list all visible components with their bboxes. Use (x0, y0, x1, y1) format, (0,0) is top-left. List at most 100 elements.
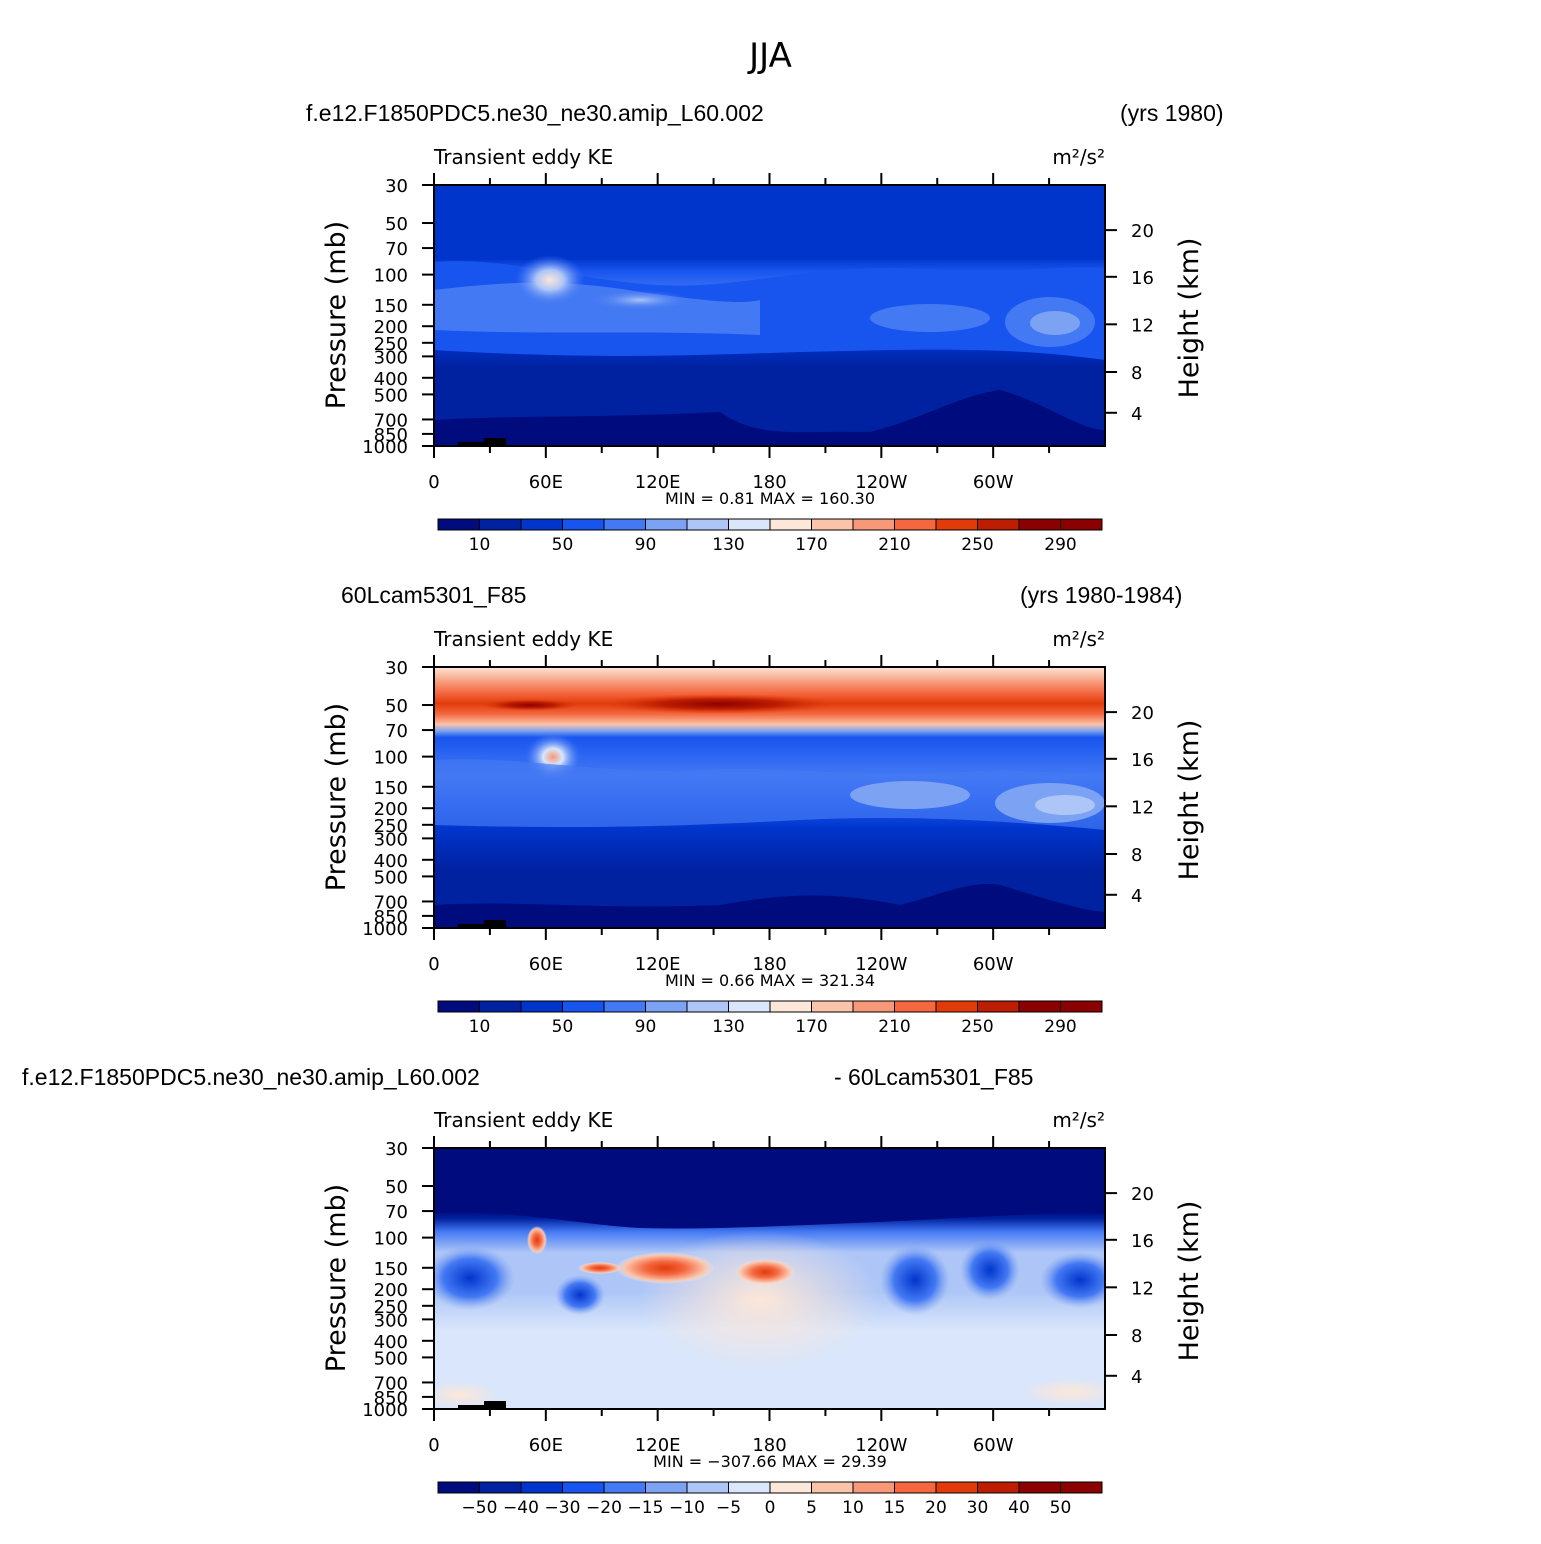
panel3-colorbar-box (852, 1481, 895, 1494)
panel3-colorbar-label: −20 (586, 1498, 622, 1518)
panel3-case-right: - 60Lcam5301_F85 (834, 1064, 1034, 1090)
panel1-ptick-label: 400 (374, 369, 408, 390)
panel3-colorbar-box (562, 1481, 605, 1494)
panel1-hot-60E (515, 255, 585, 305)
panel3-ptick-label: 150 (374, 1259, 408, 1280)
panel2-colorbar-box (437, 1000, 480, 1013)
panel3-colorbar-box (603, 1481, 646, 1494)
panel1-htick-label: 4 (1131, 404, 1142, 425)
panel2-xtick-label: 120E (635, 954, 681, 975)
panel3-htick-label: 12 (1131, 1278, 1154, 1299)
panel1-ptick-label: 500 (374, 385, 408, 406)
panel3-peach-low-b (1020, 1378, 1105, 1406)
panel3-red-60E (527, 1226, 547, 1254)
panel2-colorbar-box (1018, 1000, 1061, 1013)
panel1-colorbar-box (1060, 518, 1103, 531)
panel2-colorbar-box (603, 1000, 646, 1013)
panel1-colorbar-label: 250 (961, 535, 993, 555)
panel2-topography (458, 924, 506, 928)
panel1-ptick-label: 300 (374, 347, 408, 368)
panel3-upper-blue (434, 1148, 1105, 1229)
panel2-ptick-label: 100 (374, 748, 408, 769)
panel1-ylabel-left: Pressure (mb) (321, 221, 352, 409)
panel2-xtick-label: 0 (428, 954, 439, 975)
panel2-colorbar-box (479, 1000, 522, 1013)
panel3-peach-center (640, 1230, 880, 1370)
panel2-ylabel-left: Pressure (mb) (321, 703, 352, 891)
panel1-colorbar-label: 210 (878, 535, 910, 555)
panel2-colorbar-box (686, 1000, 729, 1013)
panel3-blue-90W (960, 1240, 1020, 1300)
panel1-ptick-label: 850 (374, 425, 408, 446)
panel3-variable-label: Transient eddy KE (433, 1108, 613, 1132)
panel1-jet-band (434, 282, 760, 335)
panel3-ylabel-left: Pressure (mb) (321, 1184, 352, 1372)
panel2-colorbar-label: 10 (469, 1017, 491, 1037)
panel3-htick-label: 16 (1131, 1231, 1154, 1252)
panel3-plot (434, 1148, 1105, 1409)
panel2-jet-band (434, 759, 1105, 830)
panel1-colorbar-box (437, 518, 480, 531)
panel1-ptick-label: 700 (374, 410, 408, 431)
panel1-ylabel-right: Height (km) (1174, 238, 1205, 399)
panel3-ylabel-right: Height (km) (1174, 1201, 1205, 1362)
panel2-ptick-label: 500 (374, 867, 408, 888)
panel3-colorbar-box (686, 1481, 729, 1494)
panel1-minmax: MIN = 0.81 MAX = 160.30 (665, 489, 875, 508)
panel2-blob-60W-core (1035, 795, 1095, 815)
panel1-colorbar-box (935, 518, 978, 531)
panel3-blue-120W (880, 1245, 950, 1315)
panel3-colorbar-label: −30 (545, 1498, 581, 1518)
panel1-colorbar-box (686, 518, 729, 531)
panel3-xtick-label: 0 (428, 1435, 439, 1456)
panel2-htick-label: 4 (1131, 886, 1142, 907)
panel3-case-left: f.e12.F1850PDC5.ne30_ne30.amip_L60.002 (22, 1064, 480, 1090)
panel2-colorbar-box (562, 1000, 605, 1013)
panel3-colorbar-box (977, 1481, 1020, 1494)
panel1-htick-label: 20 (1131, 221, 1154, 242)
panel3-minmax: MIN = −307.66 MAX = 29.39 (653, 1452, 887, 1471)
panel3-htick-label: 8 (1131, 1326, 1142, 1347)
panel3-colorbar-label: 15 (884, 1498, 906, 1518)
panel1-colorbar-box (977, 518, 1020, 531)
panel3-colorbar-box (728, 1481, 771, 1494)
panel1-ptick-label: 150 (374, 296, 408, 317)
panel2-xtick-label: 180 (752, 954, 786, 975)
panel1-colorbar-label: 10 (469, 535, 491, 555)
panel1-colorbar-box (728, 518, 771, 531)
panel1-ptick-label: 250 (374, 334, 408, 355)
panel2-htick-label: 20 (1131, 703, 1154, 724)
panel3-xtick-label: 120E (635, 1435, 681, 1456)
panel2-plot (434, 667, 1105, 928)
panel3-colorbar-label: 0 (765, 1498, 776, 1518)
panel3-colorbar-label: 50 (1050, 1498, 1072, 1518)
panel3-colorbar-box (811, 1481, 854, 1494)
panel2-colorbar-label: 130 (712, 1017, 744, 1037)
panel1-top-band (434, 185, 1105, 260)
panel1-xtick-label: 60W (973, 472, 1014, 493)
panel2-ptick-label: 1000 (362, 919, 408, 940)
panel3-colorbar-box (1018, 1481, 1061, 1494)
panel3-colorbar-label: 30 (967, 1498, 989, 1518)
panel2-colorbar-box (852, 1000, 895, 1013)
panel2-blob-120W (850, 781, 970, 809)
panel2-ylabel-right: Height (km) (1174, 720, 1205, 881)
panel1-blob-60W-core (1030, 311, 1080, 335)
panel3-blue-60E (555, 1275, 605, 1315)
panel2-colorbar-box (520, 1000, 563, 1013)
panel2-low-band (434, 884, 1105, 928)
panel1-ptick-label: 200 (374, 317, 408, 338)
panel3-xtick-label: 180 (752, 1435, 786, 1456)
panel3-htick-label: 20 (1131, 1184, 1154, 1205)
panel2-red-core-a (480, 699, 580, 711)
panel1-variable-label: Transient eddy KE (433, 145, 613, 169)
panel2-ptick-label: 200 (374, 799, 408, 820)
panel3-red-180 (735, 1259, 795, 1285)
panel2-colorbar-box (1060, 1000, 1103, 1013)
panel1-colorbar-box (603, 518, 646, 531)
panel3-units-label: m²/s² (1052, 1108, 1105, 1132)
panel3-ptick-label: 700 (374, 1373, 408, 1394)
panel3-colorbar-label: 20 (925, 1498, 947, 1518)
panel2-colorbar-box (769, 1000, 812, 1013)
